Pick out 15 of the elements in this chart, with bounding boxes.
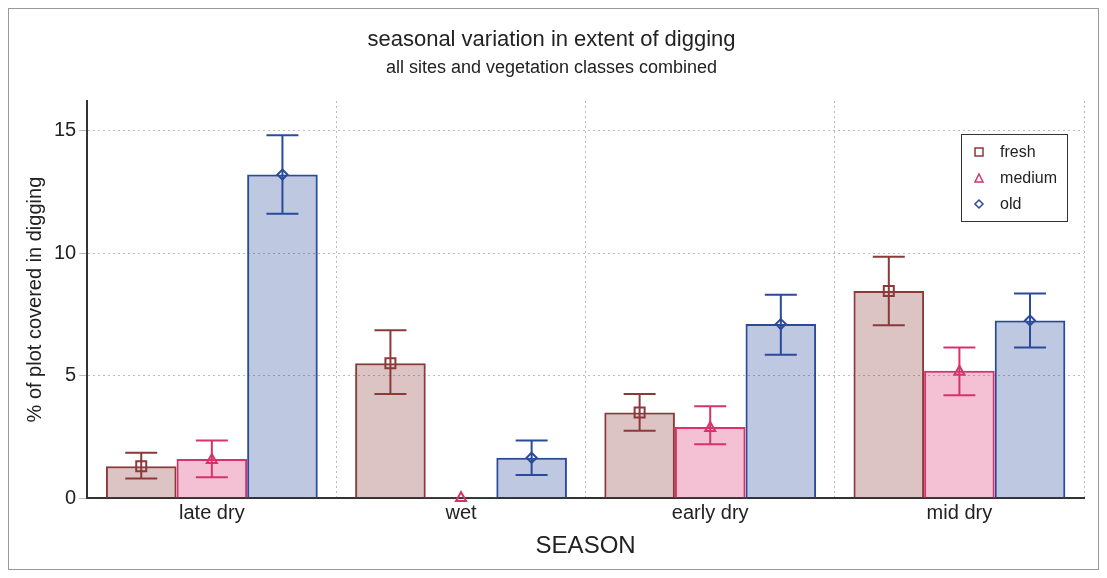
- y-tick-label: 0: [65, 485, 77, 508]
- chart-subtitle: all sites and vegetation classes combined: [385, 57, 718, 78]
- y-tick-label: 10: [54, 240, 77, 263]
- x-tick-label: mid dry: [926, 500, 993, 523]
- x-tick-label: wet: [444, 500, 478, 523]
- chart-title: seasonal variation in extent of digging: [367, 26, 736, 52]
- legend-label: medium: [1000, 168, 1057, 188]
- x-tick-label: early dry: [671, 500, 749, 523]
- y-tick-label: 5: [65, 363, 77, 386]
- y-axis-title: % of plot covered in digging: [22, 176, 45, 423]
- x-axis-title: SEASON: [535, 531, 636, 559]
- x-tick-label: late dry: [179, 500, 245, 523]
- legend-label: fresh: [1000, 142, 1036, 162]
- legend-label: old: [1000, 194, 1022, 214]
- y-tick-label: 15: [54, 117, 77, 140]
